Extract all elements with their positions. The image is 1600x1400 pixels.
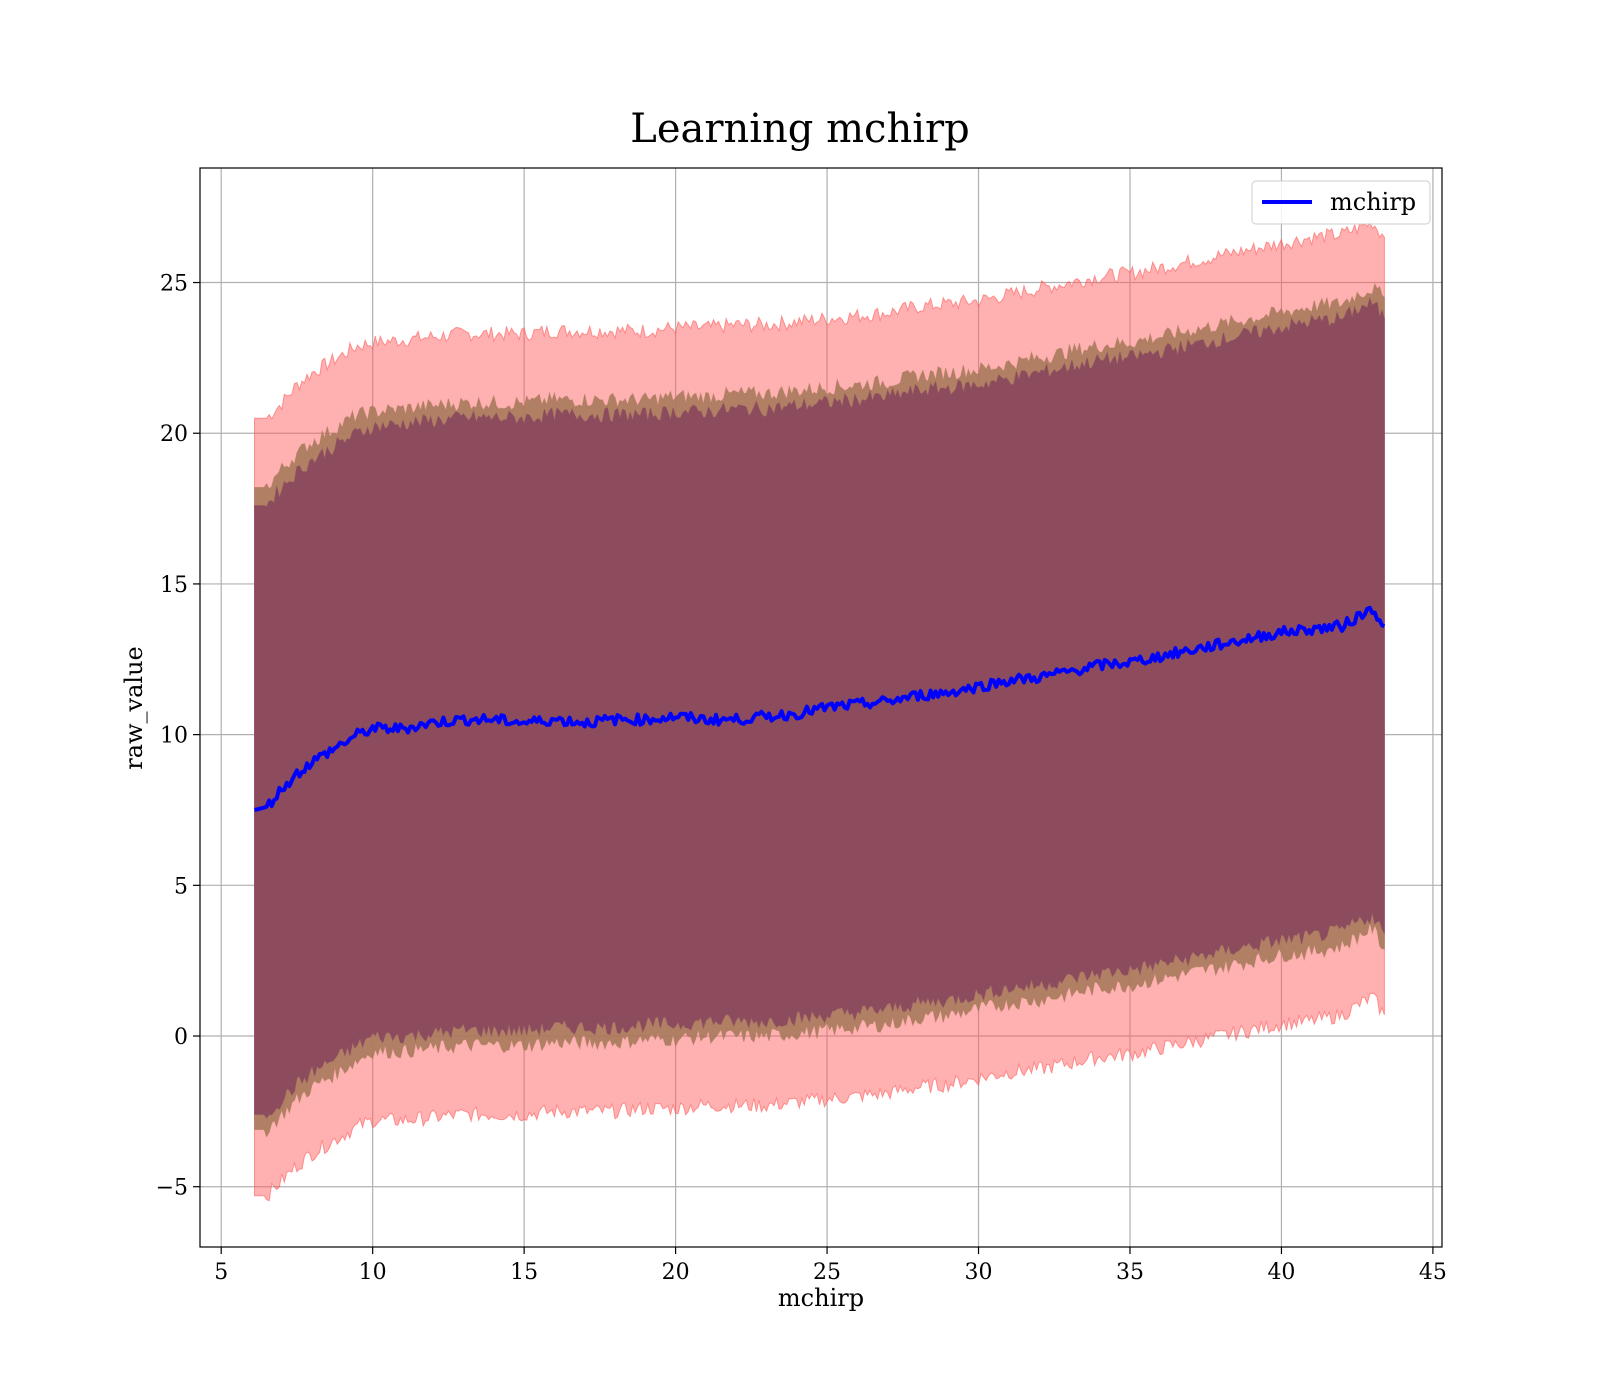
y-axis-ticks: −5 0 5 10 15 20 25 [156, 272, 200, 1201]
x-tick-label: 15 [510, 1260, 538, 1285]
x-tick-label: 20 [662, 1260, 690, 1285]
x-axis-ticks: 5 10 15 20 25 30 35 40 45 [214, 1247, 1447, 1285]
legend: mchirp [1251, 180, 1431, 225]
x-tick-label: 35 [1116, 1260, 1144, 1285]
series-line-mchirp [254, 605, 1386, 812]
x-tick-label: 10 [359, 1260, 387, 1285]
confidence-bands [254, 219, 1385, 1202]
y-tick-label: 5 [174, 874, 188, 899]
y-tick-label: 15 [160, 573, 188, 598]
x-tick-label: 25 [813, 1260, 841, 1285]
series-lines [254, 605, 1386, 812]
y-tick-label: 20 [160, 422, 188, 447]
x-tick-label: 5 [214, 1260, 228, 1285]
legend-label: mchirp [1330, 188, 1416, 216]
y-tick-label: 0 [174, 1025, 188, 1050]
x-tick-label: 30 [965, 1260, 993, 1285]
y-tick-label: −5 [156, 1176, 188, 1201]
x-axis-label: mchirp [778, 1284, 864, 1312]
chart-title: Learning mchirp [630, 106, 969, 152]
plot-frame [199, 167, 1443, 1248]
x-tick-label: 45 [1419, 1260, 1447, 1285]
x-tick-label: 40 [1267, 1260, 1295, 1285]
legend-box [1251, 180, 1431, 225]
y-axis-label: raw_value [120, 646, 148, 770]
y-tick-label: 25 [160, 272, 188, 297]
y-tick-label: 10 [160, 724, 188, 749]
